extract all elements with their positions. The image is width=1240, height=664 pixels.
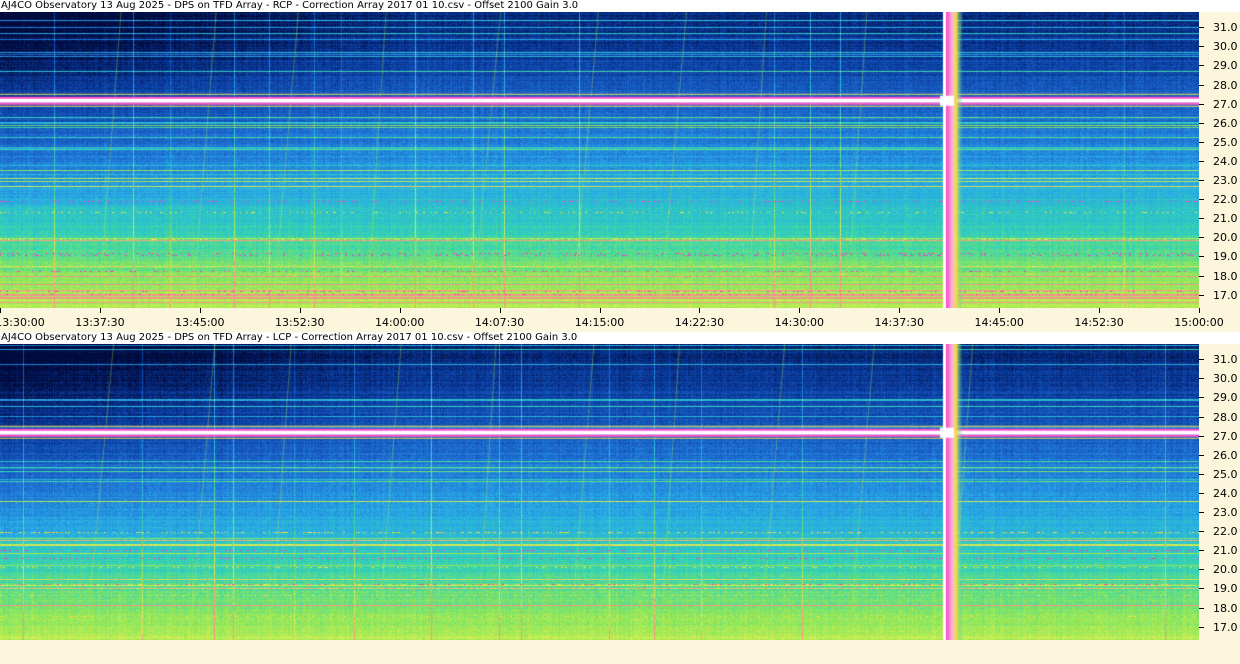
y-tick-label: 18.0 [1213, 601, 1238, 615]
y-tick-mark [1199, 180, 1204, 182]
y-tick-mark [1199, 84, 1204, 86]
x-tick-mark [899, 308, 900, 313]
x-tick-mark [1199, 308, 1200, 313]
x-tick-mark [799, 308, 800, 313]
x-tick-label: 14:30:00 [774, 316, 825, 329]
x-tick-label: 13:37:30 [75, 316, 125, 329]
y-tick-label: 27.0 [1213, 429, 1238, 443]
y-tick-mark [1199, 512, 1204, 514]
y-tick-mark [1199, 397, 1204, 399]
y-tick-label: 27.0 [1213, 97, 1238, 111]
y-tick-label: 25.0 [1213, 135, 1238, 149]
y-tick-label: 19.0 [1213, 582, 1238, 596]
x-tick-mark [300, 308, 301, 313]
y-tick-label: 23.0 [1213, 506, 1238, 520]
x-tick-mark [400, 308, 401, 313]
x-tick-mark [100, 308, 101, 313]
y-tick-mark [1199, 27, 1204, 29]
x-tick-label: 14:00:00 [374, 316, 425, 329]
y-tick-mark [1199, 492, 1204, 494]
y-tick-label: 19.0 [1213, 250, 1238, 264]
x-tick-label: 13:52:30 [275, 316, 325, 329]
y-tick-mark [1199, 378, 1204, 380]
y-tick-label: 29.0 [1213, 391, 1238, 405]
y-tick-mark [1199, 359, 1204, 361]
x-tick-mark [600, 308, 601, 313]
rcp-frequency-axis: 31.0 30.0 29.0 28.0 27.0 26.0 25.0 24.0 23.0 22.0… [1199, 12, 1240, 308]
x-tick-label: 14:52:30 [1074, 316, 1124, 329]
y-tick-label: 29.0 [1213, 59, 1238, 73]
x-tick-label: 14:15:00 [574, 316, 625, 329]
x-tick-mark [200, 308, 201, 313]
x-tick-label: 14:22:30 [674, 316, 725, 329]
y-tick-label: 22.0 [1213, 525, 1238, 539]
rcp-time-axis: 13:30:00 13:37:30 13:45:00 13:52:30 14:00:00… [0, 308, 1240, 330]
rcp-title: AJ4CO Observatory 13 Aug 2025 - DPS on T… [0, 0, 1240, 12]
y-tick-label: 22.0 [1213, 193, 1238, 207]
y-tick-mark [1199, 237, 1204, 239]
y-tick-mark [1199, 416, 1204, 418]
y-tick-label: 24.0 [1213, 154, 1238, 168]
y-tick-label: 31.0 [1213, 353, 1238, 367]
y-tick-label: 28.0 [1213, 78, 1238, 92]
x-tick-mark [0, 308, 1, 313]
x-tick-mark [500, 308, 501, 313]
x-tick-label: 14:45:00 [974, 316, 1024, 329]
x-tick-label: 13:45:00 [175, 316, 225, 329]
lcp-frequency-axis: 31.0 30.0 29.0 28.0 27.0 26.0 25.0 24.0 23.0 22.0… [1199, 344, 1240, 640]
y-tick-label: 28.0 [1213, 410, 1238, 424]
lcp-title: AJ4CO Observatory 13 Aug 2025 - DPS on T… [0, 332, 1240, 344]
y-tick-mark [1199, 569, 1204, 571]
y-tick-label: 17.0 [1213, 288, 1238, 302]
x-tick-label: 15:00:00 [1174, 316, 1224, 329]
y-tick-mark [1199, 199, 1204, 201]
y-tick-label: 20.0 [1213, 231, 1238, 245]
y-tick-label: 21.0 [1213, 544, 1238, 558]
x-tick-label: 14:07:30 [474, 316, 525, 329]
y-tick-mark [1199, 473, 1204, 475]
y-tick-mark [1199, 435, 1204, 437]
y-tick-label: 24.0 [1213, 486, 1238, 500]
y-tick-mark [1199, 588, 1204, 590]
y-tick-mark [1199, 256, 1204, 258]
y-tick-mark [1199, 141, 1204, 143]
y-tick-label: 20.0 [1213, 563, 1238, 577]
y-tick-mark [1199, 160, 1204, 162]
y-tick-label: 30.0 [1213, 372, 1238, 386]
y-tick-label: 26.0 [1213, 448, 1238, 462]
y-tick-label: 17.0 [1213, 620, 1238, 634]
y-tick-mark [1199, 122, 1204, 124]
rcp-spectrogram [0, 12, 1199, 308]
y-tick-label: 31.0 [1213, 21, 1238, 35]
x-tick-mark [699, 308, 700, 313]
y-tick-mark [1199, 218, 1204, 220]
y-tick-mark [1199, 65, 1204, 67]
y-tick-mark [1199, 294, 1204, 296]
x-tick-label: 14:37:30 [874, 316, 924, 329]
y-tick-label: 21.0 [1213, 212, 1238, 226]
x-tick-label: 13:30:00 [0, 316, 45, 329]
y-tick-mark [1199, 103, 1204, 105]
x-tick-mark [999, 308, 1000, 313]
y-tick-mark [1199, 607, 1204, 609]
y-tick-mark [1199, 46, 1204, 48]
lcp-spectrogram [0, 344, 1199, 640]
y-tick-label: 23.0 [1213, 174, 1238, 188]
y-tick-mark [1199, 626, 1204, 628]
y-tick-label: 30.0 [1213, 40, 1238, 54]
y-tick-label: 26.0 [1213, 116, 1238, 130]
y-tick-mark [1199, 531, 1204, 533]
y-tick-mark [1199, 275, 1204, 277]
x-tick-mark [1099, 308, 1100, 313]
y-tick-mark [1199, 550, 1204, 552]
y-tick-label: 18.0 [1213, 269, 1238, 283]
y-tick-mark [1199, 454, 1204, 456]
y-tick-label: 25.0 [1213, 467, 1238, 481]
